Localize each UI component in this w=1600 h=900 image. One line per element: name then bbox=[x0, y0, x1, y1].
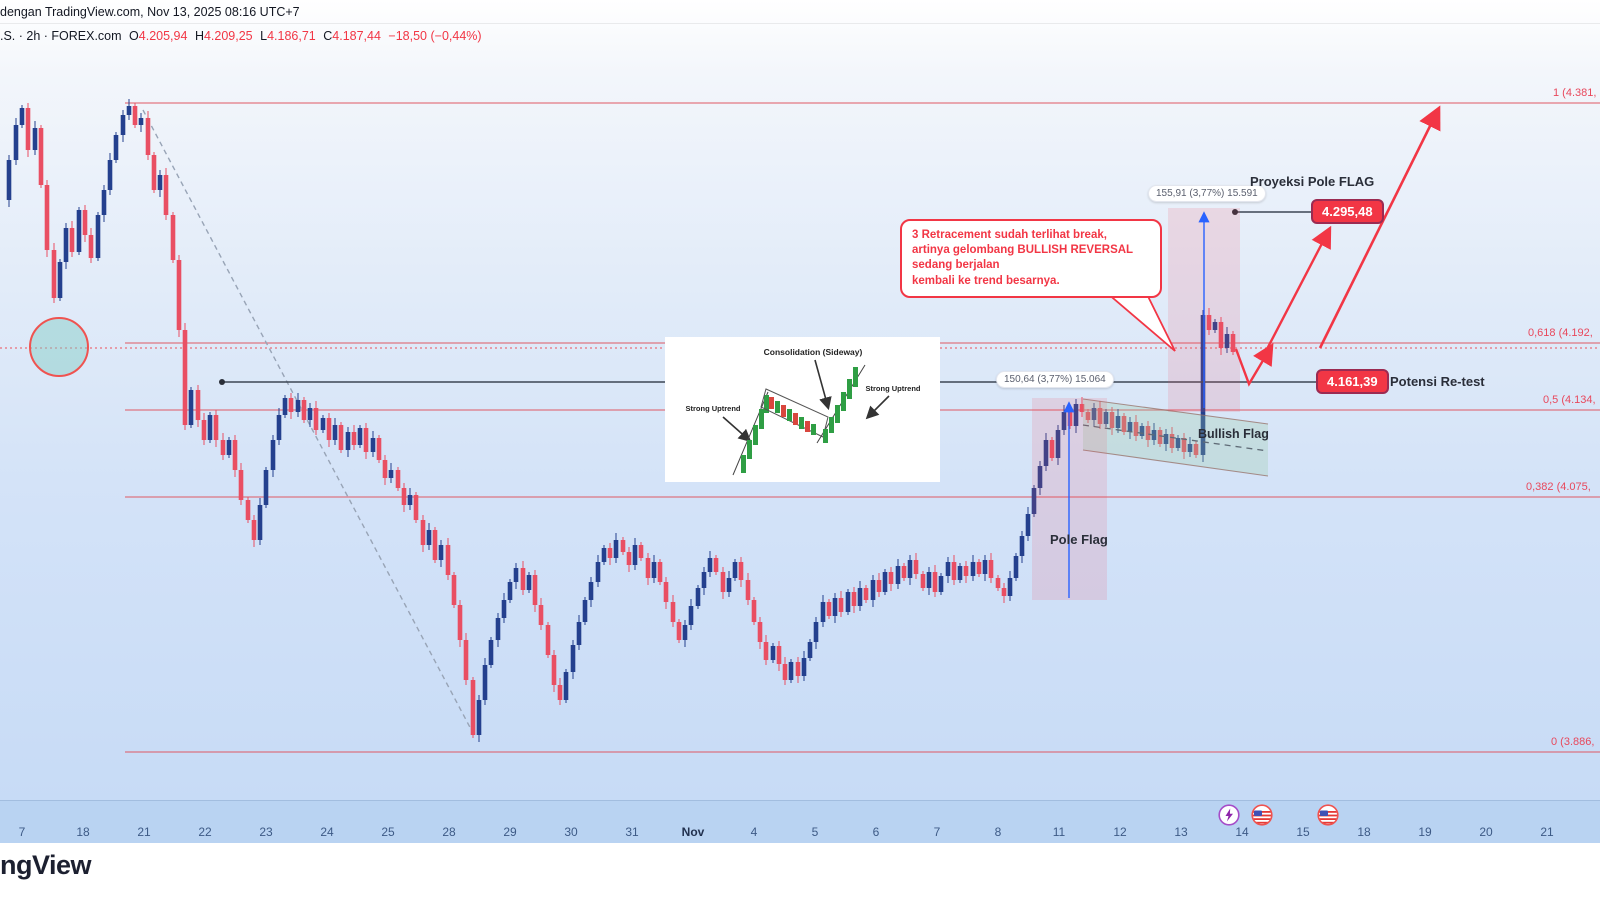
fib-level-label: 0,618 (4.192, bbox=[1528, 327, 1593, 339]
open-value: 4.205,94 bbox=[138, 29, 188, 43]
axis-date-label: 11 bbox=[1052, 825, 1066, 839]
measure-label-top[interactable]: 155,91 (3,77%) 15.591 bbox=[1148, 185, 1266, 202]
axis-date-label: 5 bbox=[811, 825, 819, 839]
attribution-line: dengan TradingView.com, Nov 13, 2025 08:… bbox=[0, 3, 1600, 24]
axis-date-label: 14 bbox=[1235, 825, 1249, 839]
measure-label-bottom[interactable]: 150,64 (3,77%) 15.064 bbox=[996, 371, 1114, 388]
projection-arrows[interactable] bbox=[1234, 105, 1441, 387]
axis-date-label: 21 bbox=[137, 825, 151, 839]
axis-date-label: 28 bbox=[442, 825, 456, 839]
axis-date-label: 30 bbox=[564, 825, 578, 839]
fib-level-label: 0,382 (4.075, bbox=[1526, 481, 1591, 493]
axis-date-label: 15 bbox=[1296, 825, 1310, 839]
pole-flag-label[interactable]: Pole Flag bbox=[1050, 532, 1108, 547]
fib-level-label: 0,5 (4.134, bbox=[1543, 394, 1596, 406]
bullish-flag-label[interactable]: Bullish Flag bbox=[1198, 427, 1269, 441]
bullish-flag-channel[interactable] bbox=[1082, 398, 1269, 477]
economic-event-flag2-icon[interactable] bbox=[1317, 804, 1339, 826]
economic-event-lightning-icon[interactable] bbox=[1218, 804, 1240, 826]
candles-layer bbox=[6, 99, 1236, 742]
measure-line-target[interactable] bbox=[1232, 209, 1313, 215]
axis-date-label: 23 bbox=[259, 825, 273, 839]
fib-level-label: 1 (4.381, bbox=[1553, 87, 1597, 99]
axis-date-label: 22 bbox=[198, 825, 212, 839]
axis-date-label: 8 bbox=[994, 825, 1002, 839]
axis-date-label: 13 bbox=[1174, 825, 1188, 839]
symbol-name[interactable]: .S. · 2h · FOREX.com bbox=[0, 29, 122, 43]
axis-date-label: 18 bbox=[1357, 825, 1371, 839]
axis-date-label: 25 bbox=[381, 825, 395, 839]
high-label: H bbox=[194, 29, 204, 43]
projection-measure-box[interactable] bbox=[1168, 208, 1240, 412]
axis-date-label: 29 bbox=[503, 825, 517, 839]
low-label: L bbox=[260, 29, 268, 43]
economic-event-flag-icon[interactable] bbox=[1251, 804, 1273, 826]
high-value: 4.209,25 bbox=[203, 29, 253, 43]
axis-date-label: 24 bbox=[320, 825, 334, 839]
pattern-inset-image: Consolidation (Sideway) Strong Uptrend S… bbox=[665, 337, 940, 482]
axis-date-label: 7 bbox=[18, 825, 26, 839]
axis-date-label: 21 bbox=[1540, 825, 1554, 839]
bottom-strip bbox=[0, 843, 1600, 900]
low-value: 4.186,71 bbox=[267, 29, 316, 43]
retest-price-label[interactable]: 4.161,39 bbox=[1316, 369, 1389, 394]
tradingview-logo[interactable]: ngView bbox=[0, 850, 92, 880]
inset-consolidation-label: Consolidation (Sideway) bbox=[764, 347, 863, 357]
inset-channel bbox=[760, 388, 829, 438]
axis-date-label: 4 bbox=[750, 825, 758, 839]
inset-right-uptrend-label: Strong Uptrend bbox=[866, 384, 921, 393]
axis-date-label: 7 bbox=[933, 825, 941, 839]
fib-anchor-dashed-trendline[interactable] bbox=[142, 109, 474, 734]
analysis-callout[interactable]: 3 Retracement sudah terlihat break, arti… bbox=[900, 219, 1162, 298]
potensi-retest-label[interactable]: Potensi Re-test bbox=[1390, 374, 1485, 389]
axis-date-label: 12 bbox=[1113, 825, 1127, 839]
time-axis[interactable]: 7 18 21 22 23 24 25 28 29 30 31 Nov 4 5 6 7 8 11 12 13 14 15 1… bbox=[0, 800, 1600, 844]
inset-left-uptrend-label: Strong Uptrend bbox=[686, 404, 741, 413]
axis-date-label: 18 bbox=[76, 825, 90, 839]
axis-date-label: 19 bbox=[1418, 825, 1432, 839]
close-value: 4.187,44 bbox=[332, 29, 381, 43]
target-price-label[interactable]: 4.295,48 bbox=[1311, 199, 1384, 224]
axis-date-label: 31 bbox=[625, 825, 639, 839]
pole-flag-measure-box[interactable] bbox=[1032, 398, 1107, 600]
attribution-text: dengan TradingView.com, Nov 13, 2025 08:… bbox=[0, 5, 300, 19]
proyeksi-pole-flag-label[interactable]: Proyeksi Pole FLAG bbox=[1250, 174, 1375, 189]
axis-date-label: 6 bbox=[872, 825, 880, 839]
inset-left-pole bbox=[732, 391, 769, 476]
close-label: C bbox=[323, 29, 333, 43]
open-label: O bbox=[129, 29, 139, 43]
highlight-circle[interactable] bbox=[29, 317, 89, 377]
symbol-info-line[interactable]: .S. · 2h · FOREX.com O4.205,94 H4.209,25… bbox=[0, 29, 486, 43]
axis-date-label: 20 bbox=[1479, 825, 1493, 839]
axis-date-label: Nov bbox=[681, 825, 705, 839]
fib-level-label: 0 (3.886, bbox=[1551, 736, 1595, 748]
inset-right-pole bbox=[816, 364, 866, 444]
change-value: −18,50 (−0,44%) bbox=[388, 29, 482, 43]
